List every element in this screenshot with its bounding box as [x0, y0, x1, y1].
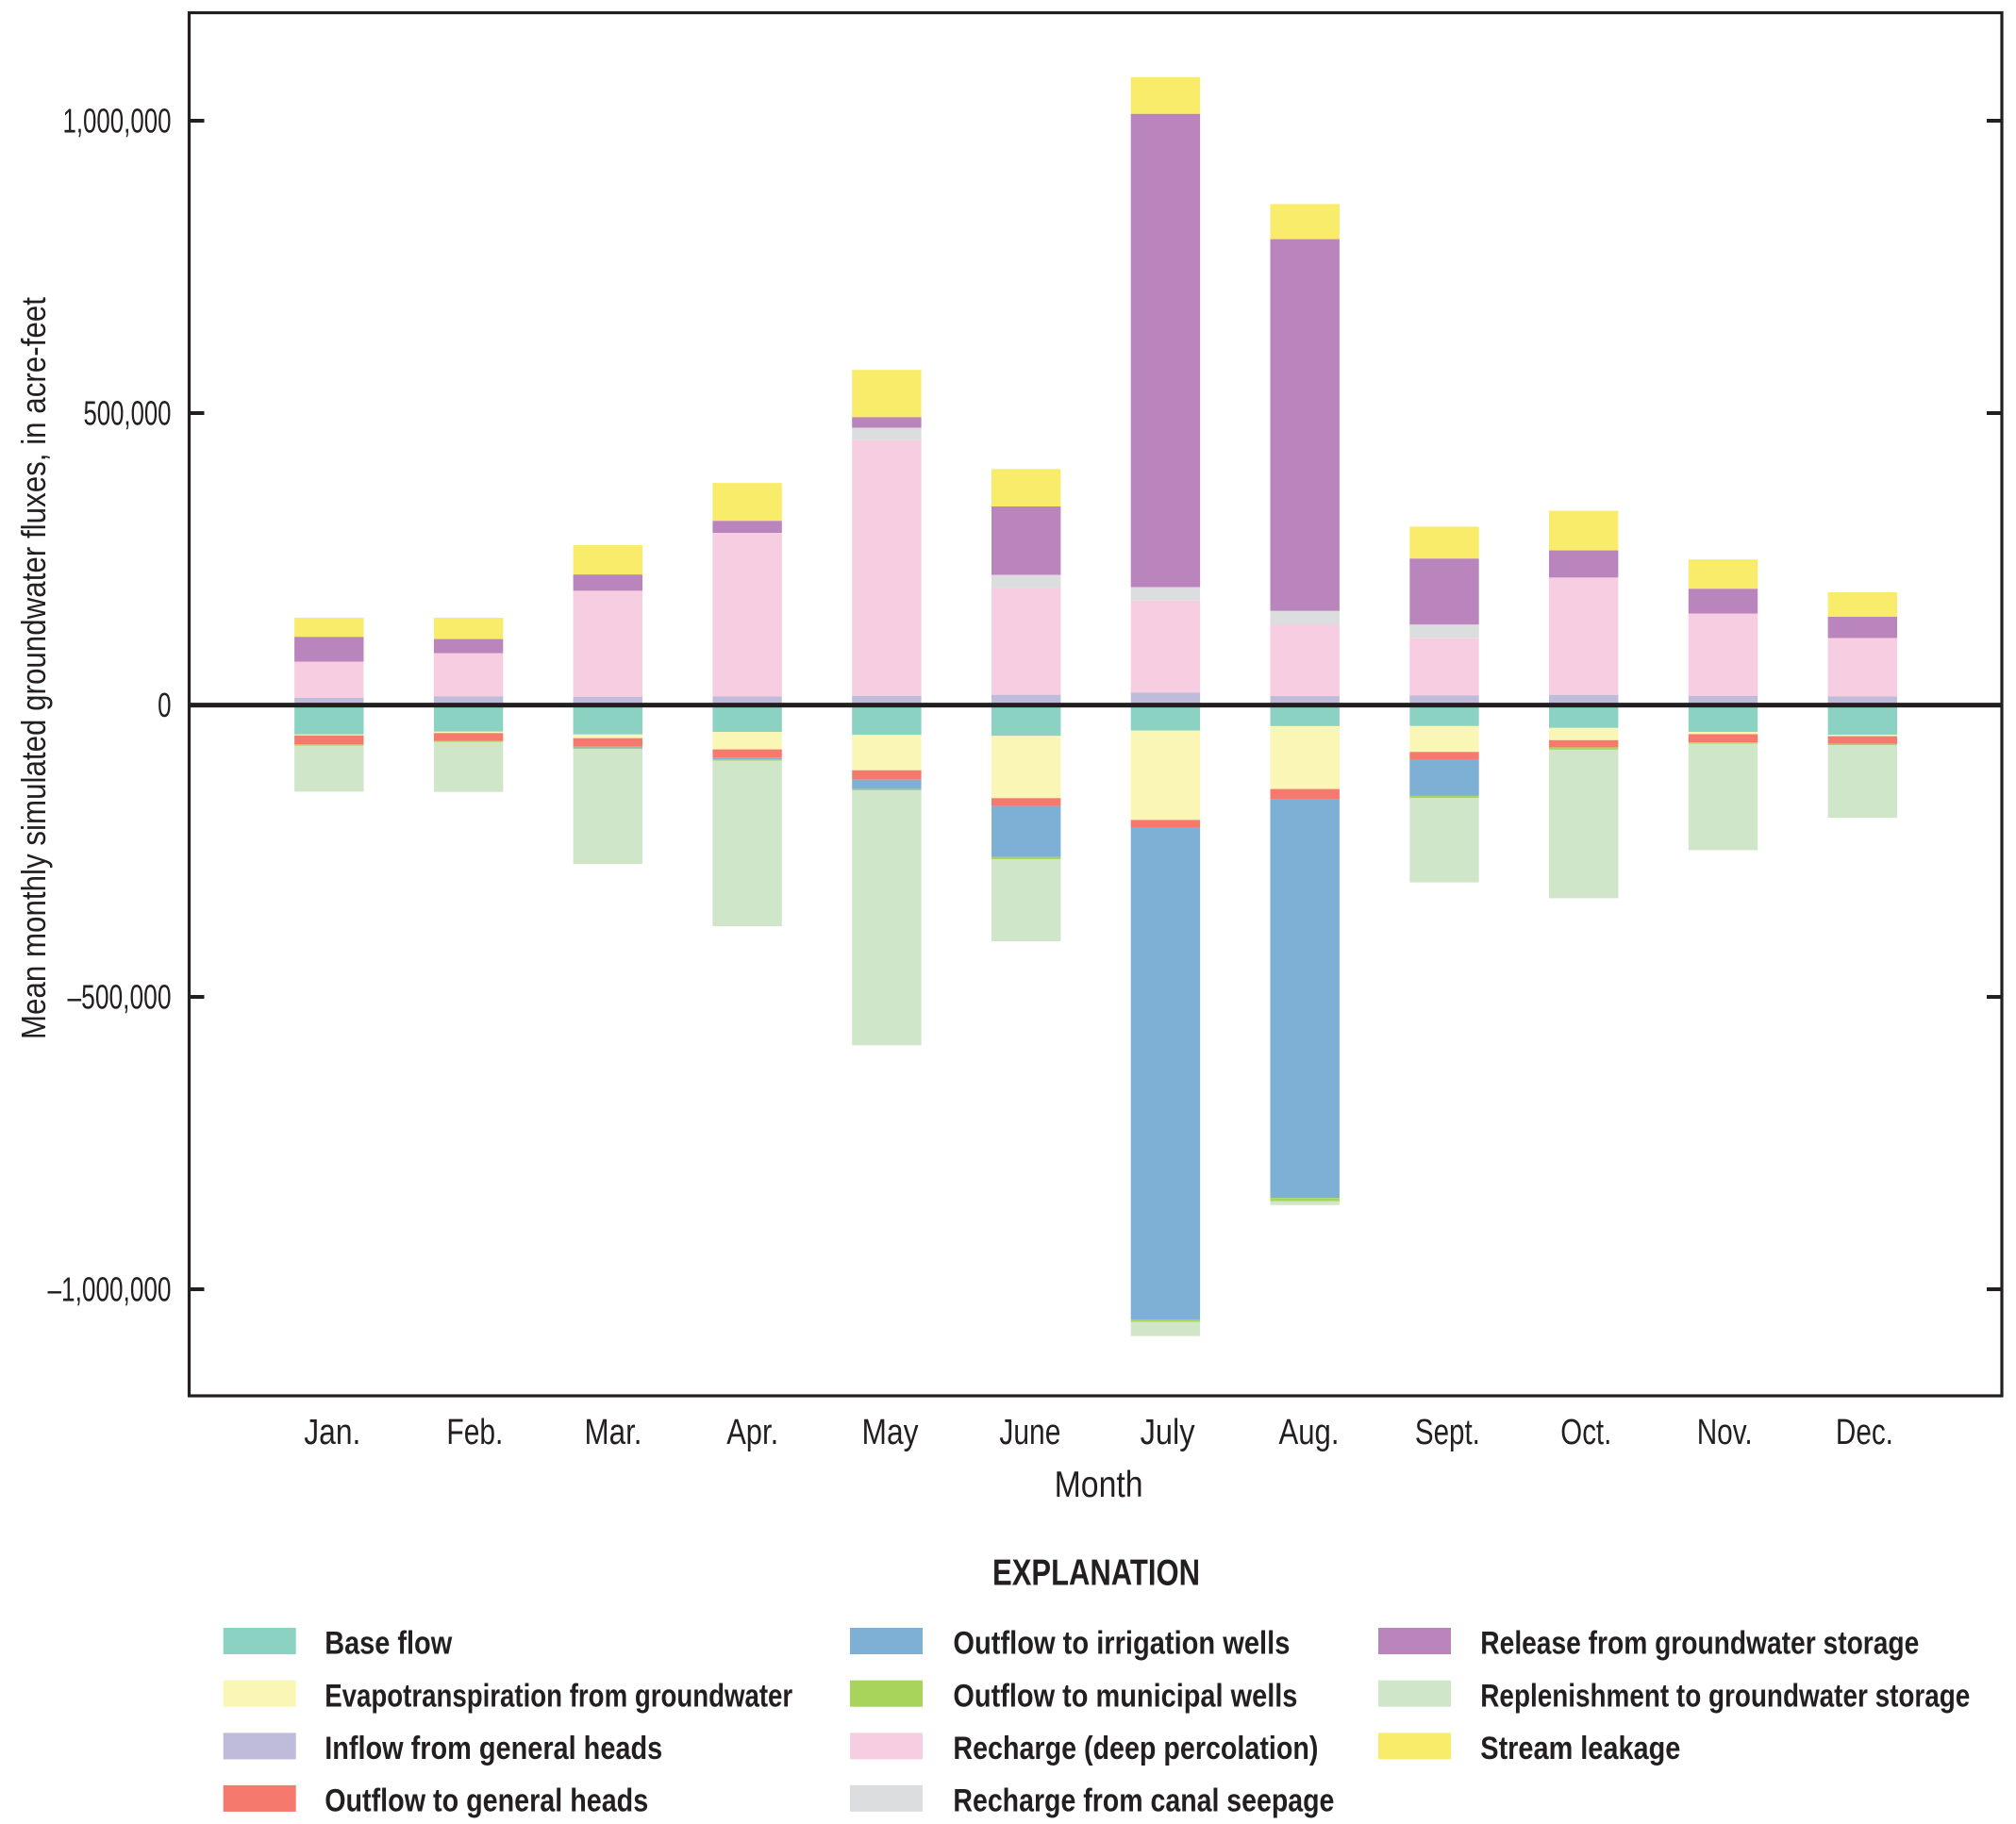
svg-text:Recharge from canal seepage: Recharge from canal seepage: [953, 1783, 1334, 1819]
svg-text:Replenishment to groundwater s: Replenishment to groundwater storage: [1480, 1678, 1970, 1714]
svg-text:Inflow from general heads: Inflow from general heads: [325, 1731, 662, 1766]
svg-text:Mean monthly simulated groundw: Mean monthly simulated groundwater fluxe…: [14, 297, 53, 1039]
svg-text:Outflow to municipal wells: Outflow to municipal wells: [953, 1678, 1297, 1714]
svg-text:Nov.: Nov.: [1697, 1413, 1753, 1452]
svg-text:EXPLANATION: EXPLANATION: [992, 1553, 1200, 1594]
svg-text:Mar.: Mar.: [585, 1413, 642, 1452]
svg-text:Recharge (deep percolation): Recharge (deep percolation): [953, 1731, 1318, 1766]
svg-text:1,000,000: 1,000,000: [63, 102, 172, 141]
svg-text:Evapotranspiration from ground: Evapotranspiration from groundwater: [325, 1678, 792, 1714]
svg-text:Outflow to general heads: Outflow to general heads: [325, 1783, 648, 1819]
svg-text:June: June: [999, 1413, 1060, 1452]
svg-text:–500,000: –500,000: [68, 978, 172, 1017]
svg-text:Aug.: Aug.: [1279, 1413, 1340, 1452]
svg-text:May: May: [862, 1413, 919, 1452]
svg-text:Jan.: Jan.: [304, 1413, 360, 1452]
svg-text:Dec.: Dec.: [1836, 1413, 1893, 1452]
svg-text:Sept.: Sept.: [1415, 1413, 1480, 1452]
svg-text:Apr.: Apr.: [726, 1413, 778, 1452]
svg-text:Outflow to irrigation wells: Outflow to irrigation wells: [953, 1626, 1290, 1662]
svg-text:Base flow: Base flow: [325, 1626, 452, 1662]
svg-text:0: 0: [158, 686, 171, 724]
svg-text:–1,000,000: –1,000,000: [48, 1270, 172, 1309]
svg-text:Feb.: Feb.: [446, 1413, 503, 1452]
svg-text:Oct.: Oct.: [1560, 1413, 1611, 1452]
svg-text:July: July: [1141, 1413, 1195, 1452]
svg-text:Release from groundwater stora: Release from groundwater storage: [1480, 1626, 1919, 1662]
svg-text:500,000: 500,000: [84, 394, 172, 433]
svg-text:Month: Month: [1055, 1465, 1143, 1505]
svg-text:Stream leakage: Stream leakage: [1480, 1731, 1680, 1766]
